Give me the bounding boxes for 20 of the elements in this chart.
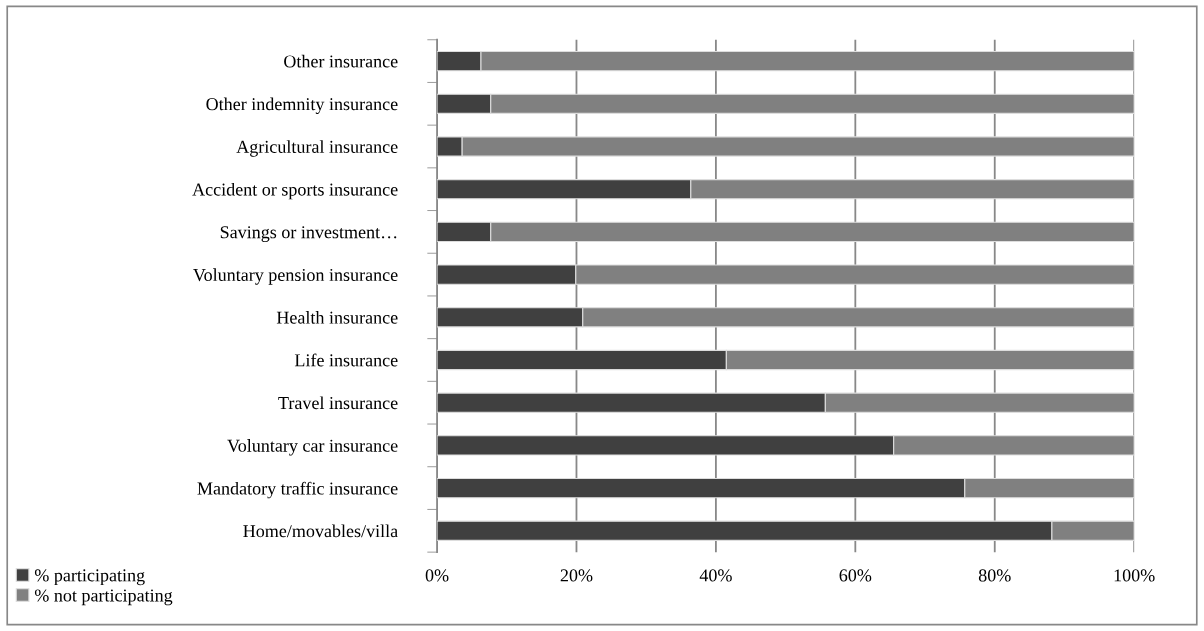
y-tick-label: Accident or sports insurance bbox=[192, 182, 398, 200]
y-tick-label: Home/movables/villa bbox=[243, 524, 398, 538]
y-tick-label: Mandatory traffic insurance bbox=[197, 481, 398, 499]
y-tick-label: Other insurance bbox=[284, 54, 398, 68]
x-tick-label: 20% bbox=[560, 569, 593, 582]
x-tick-label: 80% bbox=[978, 569, 1011, 582]
y-tick-label: Agricultural insurance bbox=[236, 140, 398, 157]
y-tick-label: Voluntary car insurance bbox=[227, 439, 398, 456]
legend-label: % not participating bbox=[34, 589, 173, 606]
y-tick-label: Voluntary pension insurance bbox=[193, 268, 398, 285]
x-tick-label: 100% bbox=[1114, 569, 1155, 582]
x-tick-label: 0% bbox=[425, 569, 449, 582]
legend-label: % participating bbox=[34, 569, 145, 586]
y-tick-label: Life insurance bbox=[294, 353, 398, 367]
y-tick-label: Health insurance bbox=[276, 311, 398, 324]
x-tick-label: 40% bbox=[699, 569, 732, 582]
x-tick-label: 60% bbox=[839, 569, 872, 582]
y-tick-label: Savings or investment… bbox=[220, 226, 397, 243]
y-tick-label: Travel insurance bbox=[278, 396, 398, 410]
y-tick-label: Other indemnity insurance bbox=[206, 97, 398, 114]
